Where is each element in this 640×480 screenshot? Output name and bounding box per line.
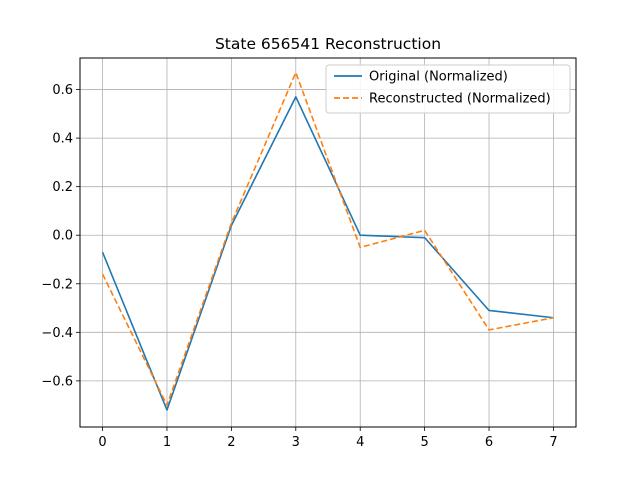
axis-ticks: 0 1 2 3 4 5 6 7 0.6 0.4 0.2 0.0 −0.2 −0.4 −0.6 <box>41 83 557 450</box>
x-tick-label: 2 <box>227 435 235 450</box>
y-tick-label: 0.6 <box>52 83 73 98</box>
legend-label-original: Original (Normalized) <box>369 70 508 85</box>
y-tick-label: 0.4 <box>52 132 73 147</box>
y-tick-label: 0.2 <box>52 180 73 195</box>
x-tick-label: 0 <box>98 435 106 450</box>
x-tick-label: 7 <box>549 435 557 450</box>
legend: Original (Normalized) Reconstructed (Nor… <box>325 64 571 114</box>
legend-label-reconstructed: Reconstructed (Normalized) <box>369 92 551 107</box>
y-tick-label: −0.4 <box>41 326 73 341</box>
plot-area-frame <box>79 57 577 428</box>
legend-box <box>325 64 571 114</box>
grid-lines <box>80 58 576 427</box>
y-tick-label: −0.6 <box>41 374 73 389</box>
x-tick-label: 1 <box>163 435 171 450</box>
x-tick-label: 5 <box>420 435 428 450</box>
series-line-reconstructed <box>101 71 554 406</box>
chart-title: State 656541 Reconstruction <box>215 35 441 53</box>
y-tick-label: 0.0 <box>52 229 73 244</box>
series-line-original <box>101 96 554 411</box>
x-tick-label: 3 <box>292 435 300 450</box>
x-tick-label: 4 <box>356 435 364 450</box>
series-lines <box>101 71 554 411</box>
x-tick-label: 6 <box>485 435 493 450</box>
y-tick-label: −0.2 <box>41 277 73 292</box>
